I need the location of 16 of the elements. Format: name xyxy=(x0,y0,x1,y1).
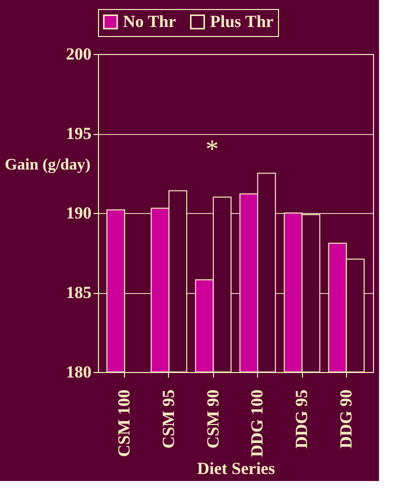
legend-label: Plus Thr xyxy=(210,12,274,31)
x-tick-label: DDG 90 xyxy=(336,390,356,449)
annotation: * xyxy=(206,134,219,164)
legend-label: No Thr xyxy=(123,12,177,31)
x-tick-label: CSM 95 xyxy=(158,390,178,449)
x-tick-label: CSM 100 xyxy=(114,390,134,458)
x-tick-label: CSM 90 xyxy=(203,390,222,449)
y-tick-label: 185 xyxy=(66,283,92,302)
x-tick-label: DDG 100 xyxy=(248,390,267,458)
y-axis-title: Gain (g/day) xyxy=(4,156,90,174)
y-tick-label: 180 xyxy=(66,362,92,382)
x-tick-label: DDG 95 xyxy=(292,390,312,449)
y-tick-label: 200 xyxy=(66,44,92,64)
x-axis-title: Diet Series xyxy=(197,459,276,478)
y-tick-label: 190 xyxy=(66,204,92,222)
y-tick-label: 195 xyxy=(66,124,92,143)
